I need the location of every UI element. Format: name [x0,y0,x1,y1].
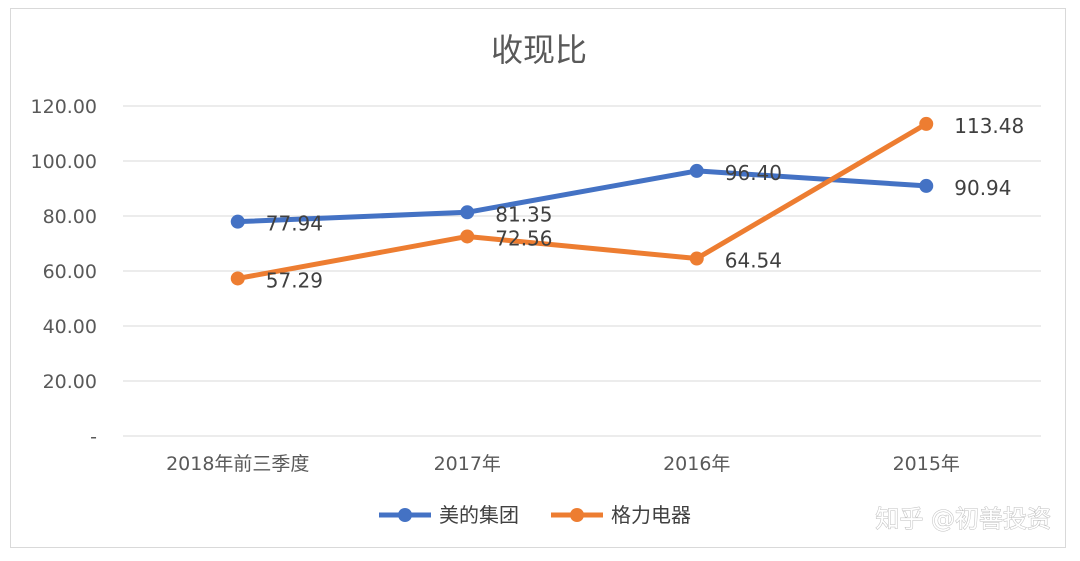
chart-title: 收现比 [491,31,587,69]
legend-item-1: 美的集团 [379,503,519,527]
watermark: 知乎 @初善投资 [875,505,1051,533]
data-point [230,214,245,229]
y-tick-label: 100.00 [31,151,97,173]
data-label: 81.35 [495,202,552,226]
data-point [460,229,475,244]
x-tick-label: 2016年 [663,453,730,475]
series-group: 77.94 81.35 96.40 90.94 57.29 72.56 64.54 113.4… [230,114,1024,292]
y-axis-ticks: - 20.00 40.00 60.00 80.00 100.00 120.00 [31,96,97,448]
data-point [919,116,934,131]
series-line [235,121,929,281]
legend-item-2: 格力电器 [551,503,691,527]
legend-label: 格力电器 [611,503,691,527]
y-tick-label: 60.00 [43,261,97,283]
x-axis-ticks: 2018年前三季度 2017年 2016年 2015年 [166,453,960,475]
y-tick-label: - [90,426,97,448]
x-tick-label: 2018年前三季度 [166,453,309,475]
x-tick-label: 2015年 [893,453,960,475]
series-1: 77.94 81.35 96.40 90.94 [230,161,1012,236]
data-label: 72.56 [495,226,552,250]
data-point [689,251,704,266]
data-label: 96.40 [725,161,782,185]
legend-label: 美的集团 [439,503,519,527]
x-tick-label: 2017年 [434,453,501,475]
legend-marker [570,508,584,522]
y-tick-label: 120.00 [31,96,97,118]
legend: 美的集团 格力电器 [379,503,691,527]
data-point [230,271,245,286]
data-point [460,205,475,220]
data-label: 113.48 [954,114,1024,138]
data-label: 90.94 [954,176,1011,200]
data-label: 77.94 [266,212,323,236]
y-tick-label: 80.00 [43,206,97,228]
gridlines [123,105,1041,437]
legend-marker [398,508,412,522]
data-point [689,163,704,178]
series-2: 57.29 72.56 64.54 113.48 [230,114,1024,292]
chart-frame: 收现比 - 20.00 40.00 60.00 80.00 100.00 120.00 20… [10,8,1066,548]
series-line [235,168,929,225]
data-point [919,178,934,193]
data-label: 57.29 [266,268,323,292]
line-chart: 收现比 - 20.00 40.00 60.00 80.00 100.00 120.00 20… [31,31,1052,534]
y-tick-label: 40.00 [43,316,97,338]
data-label: 64.54 [725,249,782,273]
y-tick-label: 20.00 [43,371,97,393]
